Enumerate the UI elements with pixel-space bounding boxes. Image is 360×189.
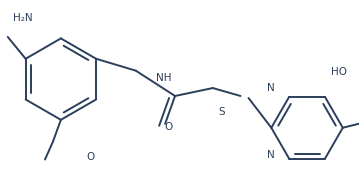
Text: H₂N: H₂N [13,13,33,23]
Text: O: O [164,122,172,132]
Text: N: N [267,83,275,93]
Text: O: O [86,152,95,162]
Text: NH: NH [156,73,172,83]
Text: S: S [219,107,225,117]
Text: N: N [267,149,275,160]
Text: HO: HO [331,67,347,77]
